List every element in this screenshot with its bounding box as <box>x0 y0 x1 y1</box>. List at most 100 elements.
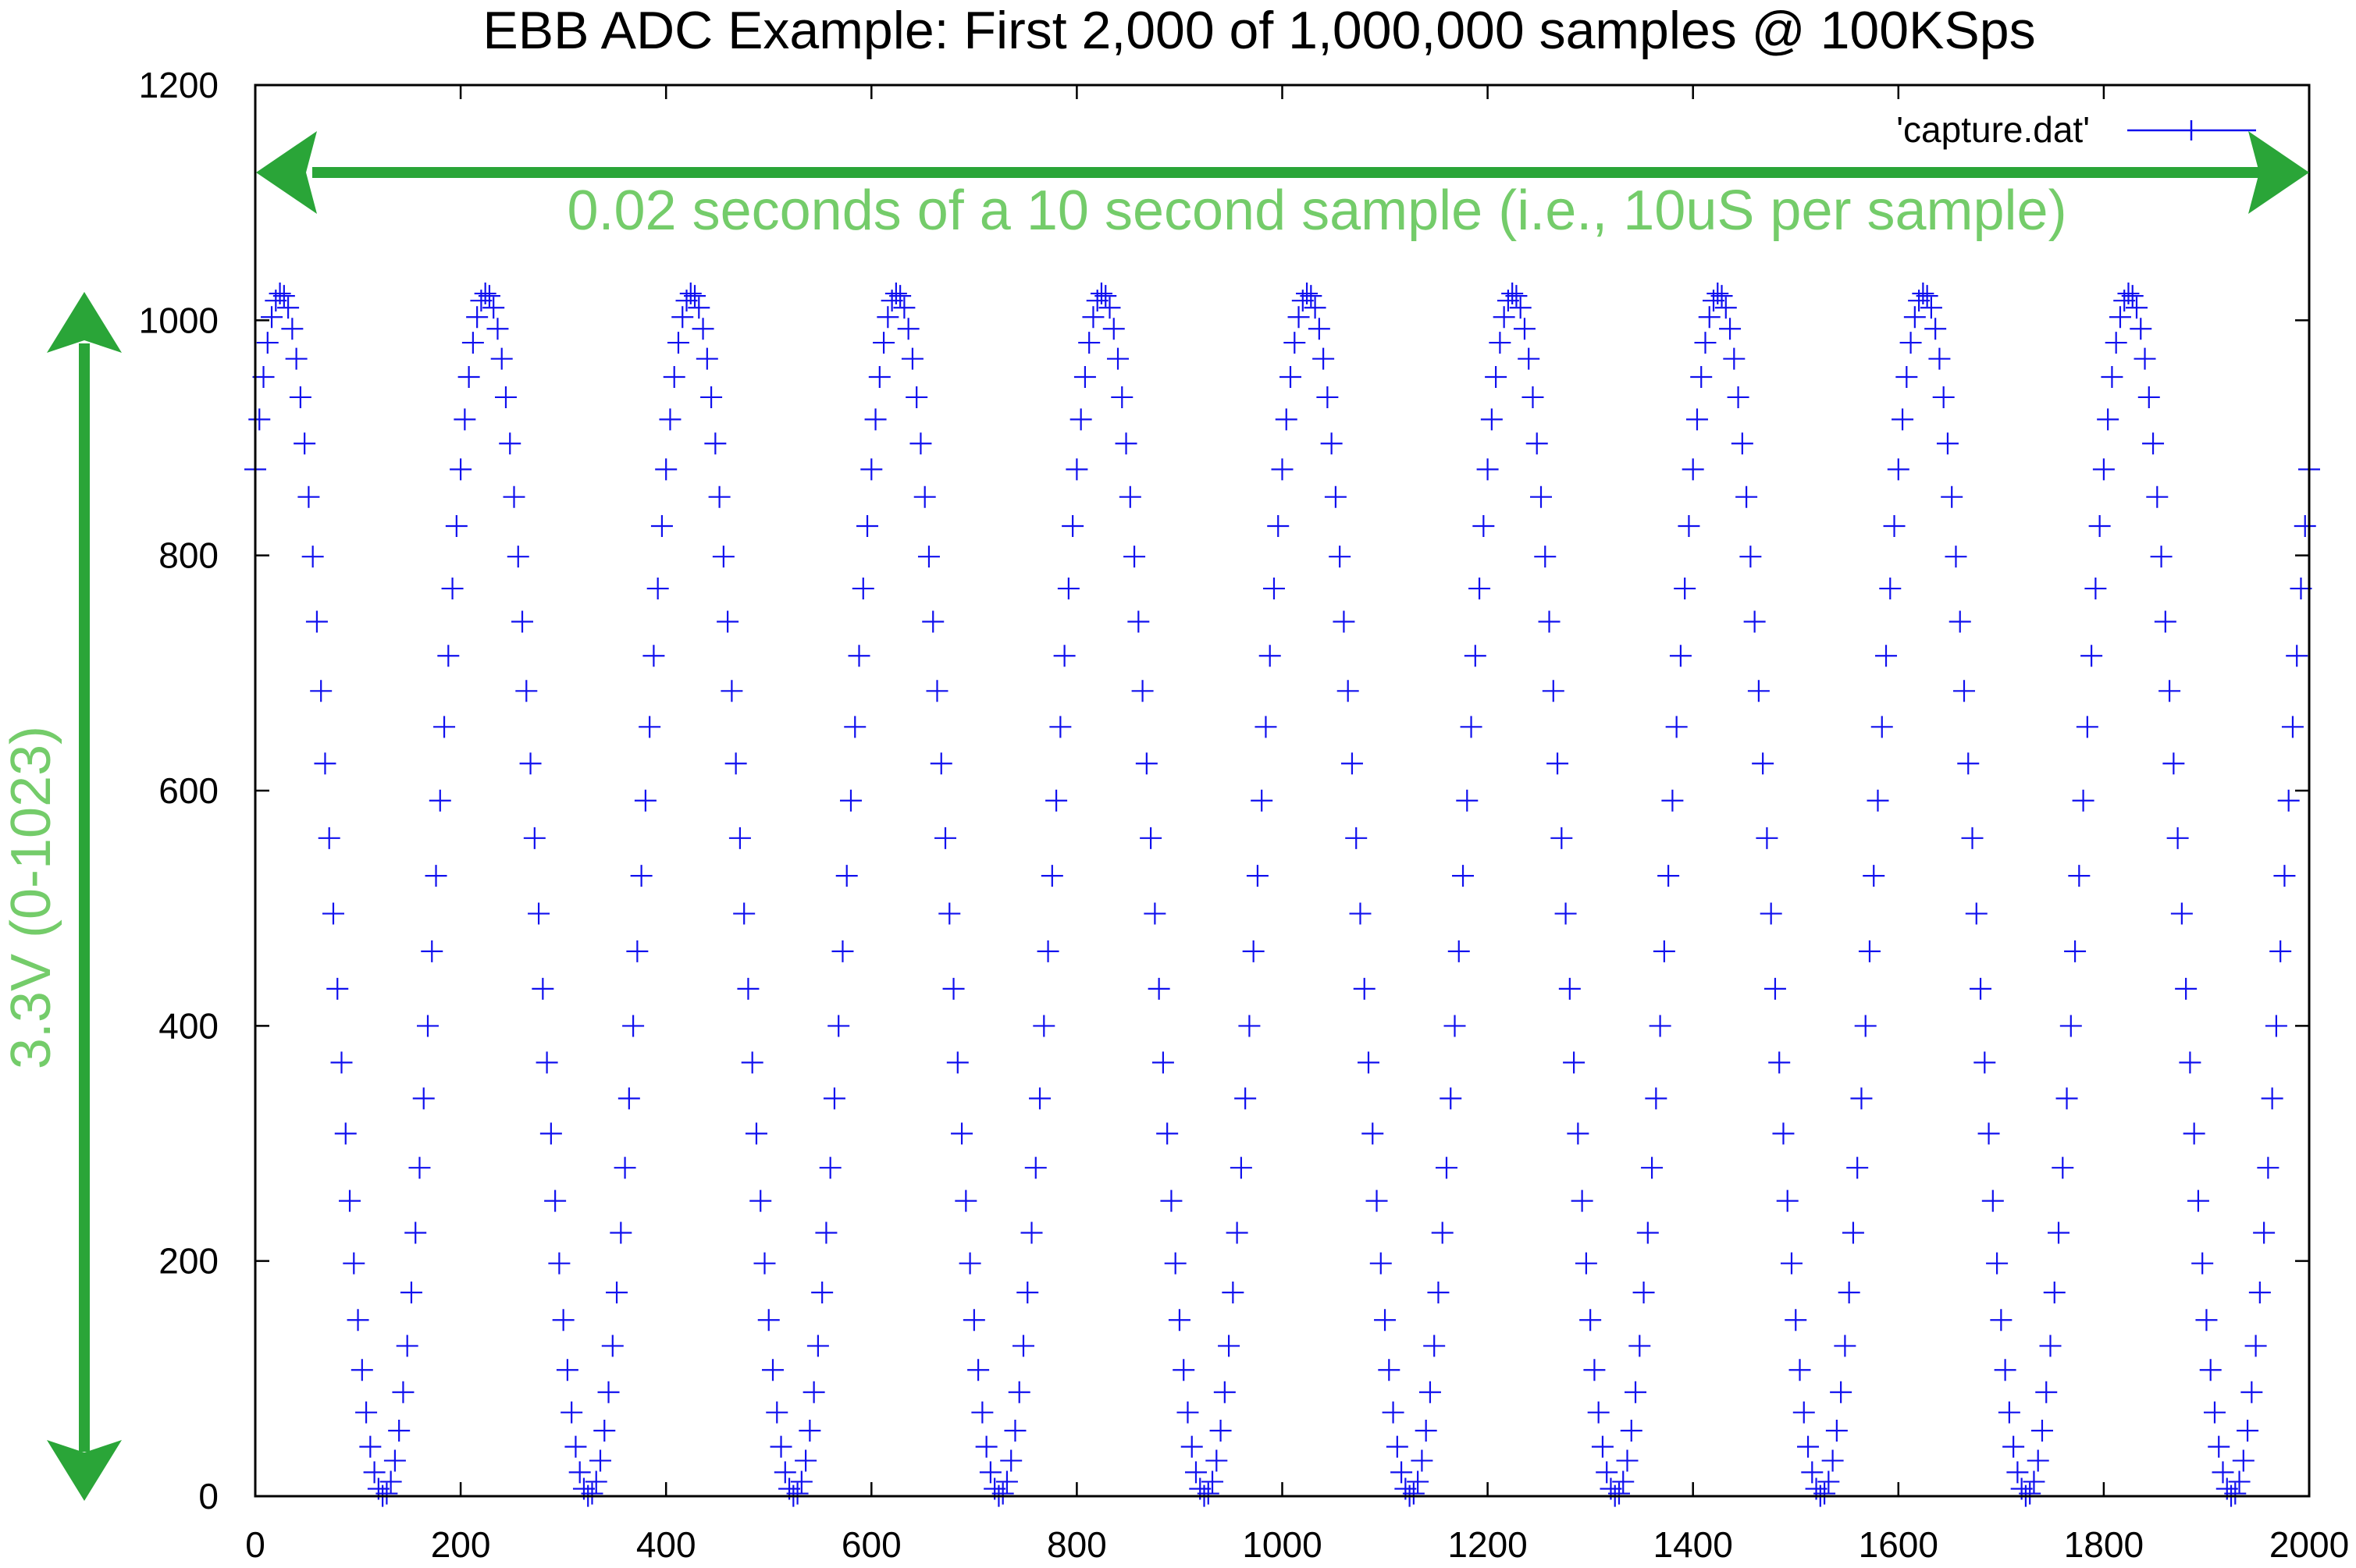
data-point-marker <box>1423 1335 1446 1357</box>
data-point-marker <box>844 716 867 738</box>
data-point-marker <box>1628 1335 1651 1357</box>
data-point-marker <box>1649 1015 1671 1037</box>
data-point-marker <box>971 1401 994 1424</box>
y-tick-label: 0 <box>198 1476 219 1516</box>
data-point-marker <box>1858 940 1881 962</box>
data-point-marker <box>1156 1122 1179 1145</box>
plot-frame <box>254 84 2311 1498</box>
data-point-marker <box>2232 1449 2255 1472</box>
data-point-marker <box>1682 458 1704 481</box>
data-point-marker <box>930 752 952 775</box>
data-point-marker <box>1747 680 1770 702</box>
data-point-marker <box>1567 1122 1589 1145</box>
data-point-marker <box>684 285 706 308</box>
data-point-marker <box>1661 789 1684 812</box>
data-point-marker <box>2092 458 2115 481</box>
data-point-marker <box>363 1461 386 1484</box>
data-point-marker <box>942 977 965 1000</box>
data-point-marker <box>906 386 928 408</box>
data-point-marker <box>926 680 948 702</box>
data-point-marker <box>1062 514 1084 537</box>
data-point-marker <box>1838 1281 1860 1303</box>
data-point-marker <box>1607 1482 1630 1505</box>
data-point-marker <box>610 1221 632 1244</box>
data-point-marker <box>1743 610 1766 633</box>
data-point-marker <box>1374 1309 1397 1332</box>
data-point-marker <box>1082 306 1105 329</box>
data-point-marker <box>2052 1157 2074 1179</box>
data-point-marker <box>1078 332 1101 354</box>
data-point-marker <box>877 306 899 329</box>
data-point-marker <box>1180 1435 1203 1458</box>
data-point-marker <box>314 752 336 775</box>
data-point-marker <box>1345 827 1368 849</box>
data-point-marker <box>901 347 924 370</box>
data-point-marker <box>1336 680 1359 702</box>
data-point-marker <box>1443 1015 1466 1037</box>
data-point-marker <box>951 1122 973 1145</box>
data-point-marker <box>1854 1015 1877 1037</box>
data-point-marker <box>700 386 723 408</box>
data-point-marker <box>556 1359 578 1381</box>
data-point-marker <box>281 318 304 340</box>
data-point-marker <box>1037 940 1059 962</box>
data-point-marker <box>285 347 308 370</box>
data-point-marker <box>379 1470 402 1493</box>
data-point-marker <box>2286 645 2308 667</box>
data-point-marker <box>1530 485 1553 508</box>
data-point-marker <box>1977 1122 2000 1145</box>
data-point-marker <box>2244 1335 2267 1357</box>
data-point-marker <box>955 1189 977 1212</box>
data-point-marker <box>1981 1189 2004 1212</box>
data-point-marker <box>1792 1401 1815 1424</box>
data-point-marker <box>1678 514 1700 537</box>
data-point-marker <box>1945 546 1967 568</box>
data-point-marker <box>770 1435 792 1458</box>
data-point-marker <box>1127 610 1150 633</box>
data-point-marker <box>1353 977 1376 1000</box>
data-point-marker <box>1525 432 1548 455</box>
data-point-marker <box>1493 306 1515 329</box>
data-point-marker <box>1480 408 1503 431</box>
data-point-marker <box>753 1252 776 1275</box>
data-point-marker <box>1251 789 1273 812</box>
data-point-marker <box>1279 366 1302 389</box>
data-point-marker <box>2248 1281 2271 1303</box>
data-point-marker <box>1924 318 1947 340</box>
data-point-marker <box>856 514 879 537</box>
data-point-marker <box>1164 1252 1187 1275</box>
data-point-marker <box>634 789 657 812</box>
data-point-marker <box>1538 610 1561 633</box>
data-point-marker <box>2191 1252 2214 1275</box>
data-point-marker <box>355 1401 378 1424</box>
data-point-marker <box>617 1087 640 1110</box>
data-point-marker <box>1489 332 1511 354</box>
data-point-marker <box>1222 1281 1244 1303</box>
data-point-marker <box>425 865 447 887</box>
data-point-marker <box>1813 1482 1836 1505</box>
data-point-marker <box>2105 332 2127 354</box>
data-point-marker <box>1912 283 1934 305</box>
data-point-marker <box>457 366 480 389</box>
data-point-marker <box>548 1252 571 1275</box>
data-point-marker <box>1287 306 1310 329</box>
data-point-marker <box>2023 1470 2045 1493</box>
data-point-marker <box>1575 1252 1597 1275</box>
data-point-marker <box>585 1470 607 1493</box>
data-point-marker <box>2240 1381 2263 1403</box>
data-point-marker <box>1402 1482 1425 1505</box>
data-point-marker <box>404 1221 427 1244</box>
data-point-marker <box>667 332 689 354</box>
data-point-marker <box>261 306 283 329</box>
data-point-marker <box>589 1449 612 1472</box>
data-point-marker <box>1850 1087 1873 1110</box>
data-point-marker <box>1447 940 1470 962</box>
data-point-marker <box>1830 1381 1852 1403</box>
data-point-marker <box>991 1482 1014 1505</box>
data-point-marker <box>1349 902 1372 925</box>
chart-title: EBB ADC Example: First 2,000 of 1,000,00… <box>482 1 2035 60</box>
data-point-marker <box>721 680 743 702</box>
data-point-marker <box>2068 865 2091 887</box>
data-point-marker <box>1008 1381 1030 1403</box>
data-point-marker <box>1435 1157 1457 1179</box>
